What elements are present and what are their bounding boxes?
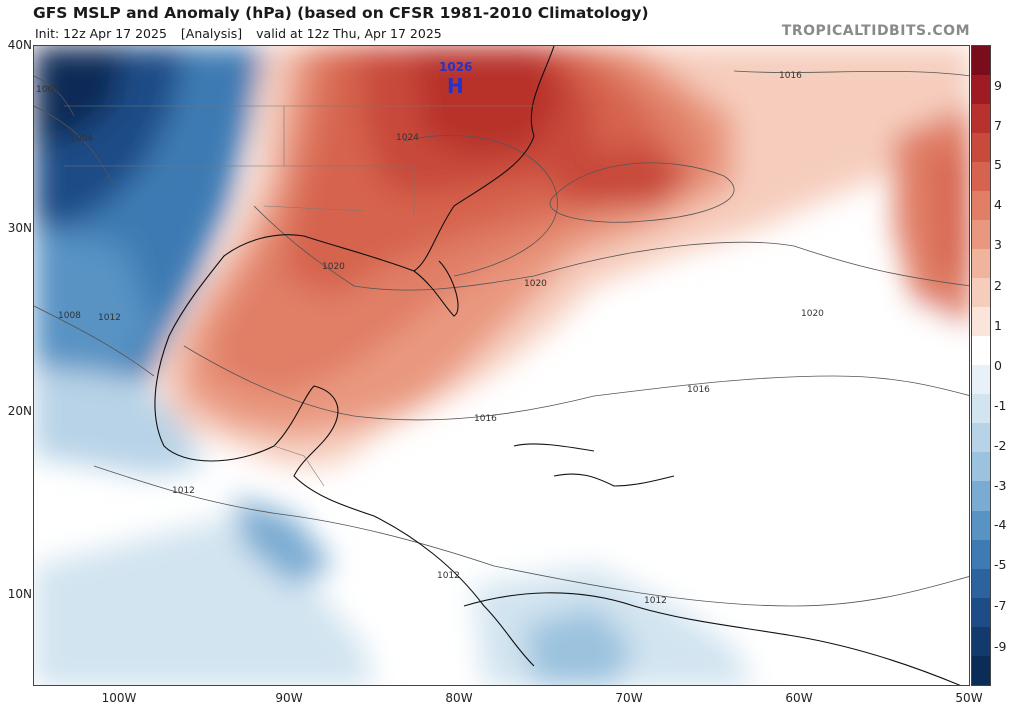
isobar-label: 1012	[98, 313, 121, 323]
colorbar-segment	[972, 104, 990, 134]
anomaly-map-svg: 1026 H 1016 1004 1000 1024 1020 1020 102…	[34, 46, 969, 685]
colorbar-label: 1	[994, 318, 1002, 333]
lon-label-100w: 100W	[101, 691, 137, 705]
isobar-label: 1020	[524, 279, 547, 289]
isobar-label: 1016	[474, 414, 497, 424]
isobar-1016-north	[733, 70, 969, 77]
colorbar-label: -1	[994, 398, 1007, 413]
colorbar-label: -7	[994, 598, 1007, 613]
colorbar-segment	[972, 162, 990, 192]
colorbar-segment	[972, 278, 990, 308]
isobar-label: 1012	[437, 571, 460, 581]
isobar-label: 1024	[396, 133, 419, 143]
colorbar-segment	[972, 75, 990, 105]
colorbar-segment	[972, 626, 990, 656]
colorbar-label: 2	[994, 278, 1002, 293]
isobar-closed-high-atlantic	[549, 162, 735, 223]
colorbar-segment	[972, 133, 990, 163]
isobar-label: 1012	[644, 596, 667, 606]
lon-label-50w: 50W	[955, 691, 983, 705]
lat-label-20n: 20N	[7, 404, 32, 418]
isobar-1024	[403, 135, 558, 277]
isobar-label: 1020	[801, 309, 824, 319]
state-border-3	[284, 165, 415, 216]
state-border-4	[263, 205, 365, 212]
border-central-america	[273, 445, 325, 487]
colorbar-segment	[972, 394, 990, 424]
colorbar-segment	[972, 46, 990, 76]
south-america-coast	[463, 592, 961, 685]
colorbar-segment	[972, 481, 990, 511]
colorbar-segment	[972, 510, 990, 540]
colorbar-label: 0	[994, 358, 1002, 373]
colorbar-label: -3	[994, 478, 1007, 493]
colorbar-segment	[972, 452, 990, 482]
isobar-1020	[253, 205, 969, 291]
isobar-label: 1012	[172, 486, 195, 496]
colorbar-segment	[972, 539, 990, 569]
isobar-1012	[93, 465, 969, 607]
isobar-label: 1004	[70, 134, 93, 144]
colorbar-segment	[972, 568, 990, 598]
gulf-coast-mexico	[154, 234, 535, 667]
colorbar-segment	[972, 336, 990, 366]
colorbar-label: -9	[994, 639, 1007, 654]
lon-label-60w: 60W	[785, 691, 813, 705]
colorbar-label: -5	[994, 557, 1007, 572]
isobar-1004	[34, 105, 115, 187]
colorbar-label: -2	[994, 438, 1007, 453]
lat-label-10n: 10N	[7, 587, 32, 601]
high-pressure-letter: H	[447, 74, 464, 98]
colorbar-label: 7	[994, 118, 1002, 133]
site-brand[interactable]: TROPICALTIDBITS.COM	[781, 23, 970, 39]
colorbar-segment	[972, 307, 990, 337]
isobar-label: 1020	[322, 262, 345, 272]
state-border-1	[64, 105, 285, 167]
colorbar-segment	[972, 655, 990, 685]
init-time: Init: 12z Apr 17 2025	[35, 26, 167, 41]
colorbar-segment	[972, 423, 990, 453]
valid-time: valid at 12z Thu, Apr 17 2025	[256, 26, 442, 41]
isobar-label: 1000	[36, 85, 59, 95]
colorbar-label: 5	[994, 157, 1002, 172]
anomaly-map: 1026 H 1016 1004 1000 1024 1020 1020 102…	[33, 45, 970, 686]
colorbar-label: 3	[994, 237, 1002, 252]
hispaniola-coast	[553, 473, 675, 487]
lon-label-70w: 70W	[615, 691, 643, 705]
isobar-1008	[34, 305, 155, 377]
isobar-label: 1016	[779, 71, 802, 81]
lat-label-30n: 30N	[7, 221, 32, 235]
isobar-1000	[34, 75, 75, 117]
colorbar-label: -4	[994, 517, 1007, 532]
colorbar-label: 4	[994, 197, 1002, 212]
isobar-label: 1008	[58, 311, 81, 321]
colorbar-segment	[972, 365, 990, 395]
lat-label-40n: 40N	[7, 38, 32, 52]
analysis-tag: [Analysis]	[180, 26, 243, 41]
high-pressure-value: 1026	[439, 60, 472, 74]
anomaly-field	[34, 46, 969, 685]
colorbar-segment	[972, 191, 990, 221]
anomaly-colorbar	[971, 45, 991, 686]
chart-subtitle: Init: 12z Apr 17 2025 [Analysis] valid a…	[35, 26, 452, 41]
us-east-coast	[413, 46, 555, 317]
cuba-coast	[513, 443, 595, 452]
colorbar-segment	[972, 220, 990, 250]
borders	[64, 105, 534, 487]
colorbar-segment	[972, 249, 990, 279]
colorbar-segment	[972, 597, 990, 627]
chart-title: GFS MSLP and Anomaly (hPa) (based on CFS…	[33, 4, 649, 22]
isobar-label: 1016	[687, 385, 710, 395]
lon-label-90w: 90W	[275, 691, 303, 705]
lon-label-80w: 80W	[445, 691, 473, 705]
coastlines	[154, 46, 961, 685]
colorbar-label: 9	[994, 78, 1002, 93]
